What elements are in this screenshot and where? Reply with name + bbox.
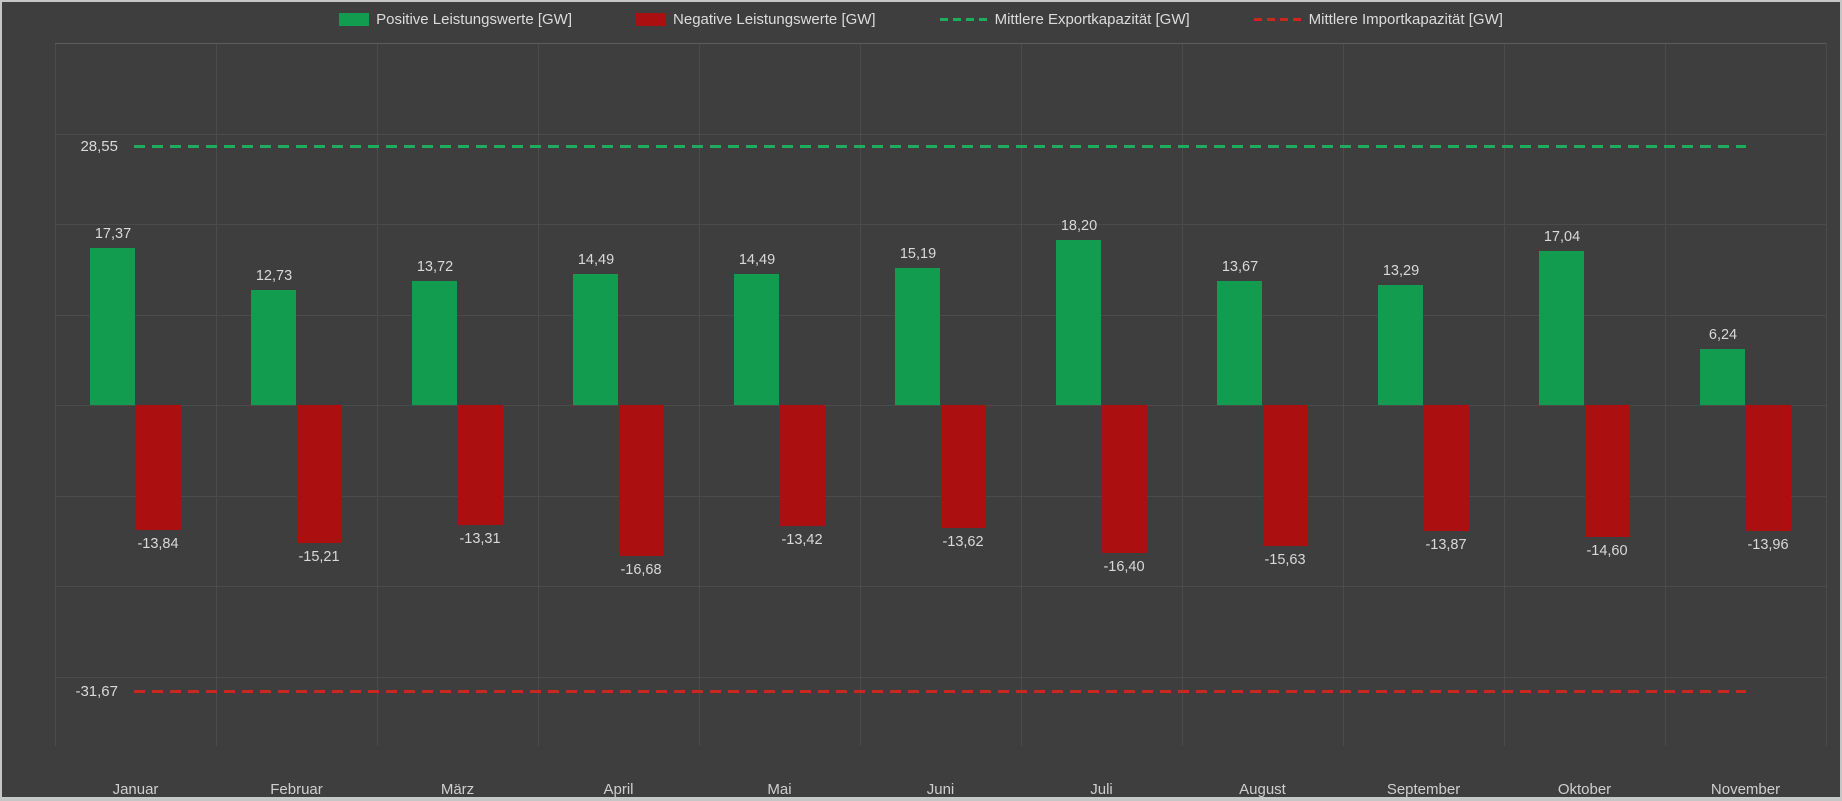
bar-negative-juni[interactable] [941, 405, 986, 529]
negative-value-label: -16,40 [1103, 559, 1145, 576]
vertical-gridline [860, 43, 861, 746]
export-capacity-value-label: 28,55 [80, 137, 118, 155]
legend-item-positive[interactable]: Positive Leistungswerte [GW] [339, 11, 572, 28]
negative-series-swatch-icon [636, 12, 667, 26]
positive-value-label: 17,37 [94, 225, 132, 242]
horizontal-gridline [55, 586, 1826, 587]
legend: Positive Leistungswerte [GW] Negative Le… [0, 7, 1842, 31]
positive-value-label: 15,19 [899, 245, 937, 262]
bar-negative-oktober[interactable] [1585, 405, 1630, 538]
legend-label-negative: Negative Leistungswerte [GW] [673, 10, 876, 28]
positive-value-label: 14,49 [738, 251, 776, 268]
vertical-gridline [377, 43, 378, 746]
vertical-gridline [1826, 43, 1827, 746]
x-axis-label-september: September [1386, 781, 1461, 798]
x-axis-label-juni: Juni [926, 781, 955, 798]
bar-negative-februar[interactable] [297, 405, 342, 543]
x-axis-label-august: August [1239, 781, 1286, 798]
x-axis-label-november: November [1710, 781, 1781, 798]
import-capacity-line [133, 690, 1746, 694]
bar-positive-mai[interactable] [734, 273, 779, 405]
horizontal-gridline [55, 314, 1826, 316]
plot-top-border [55, 43, 1826, 44]
negative-value-label: -16,68 [620, 561, 662, 578]
bar-negative-april[interactable] [619, 405, 664, 556]
bar-positive-november[interactable] [1700, 348, 1745, 405]
window-bottom-edge [0, 797, 1842, 801]
vertical-gridline [1343, 43, 1344, 746]
bar-positive-juli[interactable] [1056, 240, 1101, 405]
x-axis-label-mai: Mai [767, 781, 792, 798]
bar-negative-juli[interactable] [1102, 405, 1147, 554]
import-line-swatch-icon [1253, 17, 1302, 21]
horizontal-gridline [55, 224, 1826, 225]
vertical-gridline [1665, 43, 1666, 746]
x-axis-label-januar: Januar [112, 781, 159, 798]
positive-value-label: 14,49 [577, 251, 615, 268]
legend-item-negative[interactable]: Negative Leistungswerte [GW] [636, 11, 876, 28]
export-line-swatch-icon [939, 17, 988, 21]
negative-value-label: -13,62 [942, 534, 984, 551]
bar-positive-februar[interactable] [251, 289, 296, 405]
bar-positive-juni[interactable] [895, 267, 940, 405]
positive-value-label: 13,72 [416, 258, 454, 275]
positive-value-label: 13,67 [1221, 259, 1259, 276]
bar-positive-april[interactable] [573, 273, 618, 405]
legend-item-export-capacity[interactable]: Mittlere Exportkapazität [GW] [939, 10, 1190, 28]
vertical-gridline [55, 43, 56, 746]
bar-negative-märz[interactable] [458, 405, 503, 526]
bar-positive-januar[interactable] [90, 247, 135, 405]
vertical-gridline [1504, 43, 1505, 746]
positive-value-label: 18,20 [1060, 218, 1098, 235]
positive-value-label: 17,04 [1543, 228, 1581, 245]
negative-value-label: -13,31 [459, 531, 501, 548]
vertical-gridline [699, 43, 700, 746]
horizontal-gridline [55, 133, 1826, 135]
x-axis-label-märz: März [440, 781, 475, 798]
vertical-gridline [1182, 43, 1183, 746]
negative-value-label: -15,21 [298, 548, 340, 565]
legend-label-import-capacity: Mittlere Importkapazität [GW] [1308, 10, 1503, 28]
negative-value-label: -14,60 [1586, 543, 1628, 560]
bar-positive-september[interactable] [1378, 284, 1423, 405]
positive-series-swatch-icon [339, 12, 370, 26]
export-capacity-line [133, 145, 1746, 149]
bar-positive-august[interactable] [1217, 281, 1262, 405]
positive-value-label: 13,29 [1382, 262, 1420, 279]
positive-value-label: 12,73 [255, 267, 293, 284]
legend-label-export-capacity: Mittlere Exportkapazität [GW] [994, 10, 1190, 28]
negative-value-label: -15,63 [1264, 552, 1306, 569]
x-axis-label-oktober: Oktober [1557, 781, 1612, 798]
vertical-gridline [1021, 43, 1022, 746]
bar-positive-märz[interactable] [412, 280, 457, 405]
import-capacity-value-label: -31,67 [75, 682, 118, 700]
bar-positive-oktober[interactable] [1539, 250, 1584, 405]
x-axis-label-juli: Juli [1090, 781, 1113, 798]
horizontal-gridline [55, 676, 1826, 678]
vertical-gridline [216, 43, 217, 746]
negative-value-label: -13,96 [1747, 537, 1789, 554]
negative-value-label: -13,84 [137, 536, 179, 553]
bar-negative-mai[interactable] [780, 405, 825, 527]
bar-negative-januar[interactable] [136, 405, 181, 531]
horizontal-gridline [55, 405, 1826, 406]
bar-negative-september[interactable] [1424, 405, 1469, 531]
x-axis-label-februar: Februar [270, 781, 323, 798]
horizontal-gridline [55, 495, 1826, 497]
positive-value-label: 6,24 [1708, 326, 1738, 343]
vertical-gridline [538, 43, 539, 746]
bar-negative-november[interactable] [1746, 405, 1791, 532]
bar-negative-august[interactable] [1263, 405, 1308, 547]
negative-value-label: -13,87 [1425, 536, 1467, 553]
negative-value-label: -13,42 [781, 532, 823, 549]
legend-item-import-capacity[interactable]: Mittlere Importkapazität [GW] [1253, 10, 1503, 28]
legend-label-positive: Positive Leistungswerte [GW] [376, 10, 573, 28]
x-axis-label-april: April [603, 781, 634, 798]
